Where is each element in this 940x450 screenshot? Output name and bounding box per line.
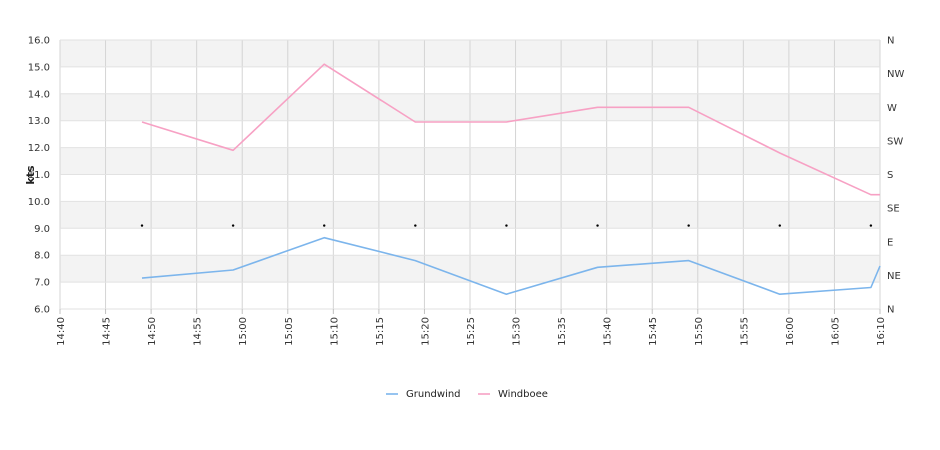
legend-label: Grundwind [406,389,461,400]
y-tick-label: 6.0 [34,305,50,316]
direction-marker [140,224,144,227]
direction-tick-label: NW [887,69,904,80]
y-tick-label: 14.0 [28,89,50,100]
x-tick-label: 15:15 [375,317,386,346]
x-tick-label: 14:40 [56,317,67,346]
direction-tick-label: SW [887,136,903,147]
y-axis-title: kts [24,165,37,185]
x-tick-label: 15:40 [603,317,614,346]
x-tick-label: 15:20 [420,317,431,346]
direction-tick-label: N [887,305,894,316]
x-tick-label: 15:30 [512,317,523,346]
direction-marker [505,224,508,227]
x-tick-label: 16:10 [876,317,887,346]
x-tick-label: 15:35 [557,317,568,346]
direction-marker [414,224,417,227]
direction-tick-label: NE [887,271,901,282]
y-tick-label: 8.0 [34,251,50,262]
x-tick-label: 15:45 [648,317,659,346]
y-axis-ticks: 6.0 7.0 8.0 9.0 10.0 11.0 12.0 13.0 14.0 15.0 16.0 [28,36,50,316]
direction-marker [869,224,873,227]
x-tick-label: 16:05 [830,317,841,346]
y-tick-label: 10.0 [28,197,50,208]
direction-tick-label: N [887,36,894,47]
direction-marker [778,224,781,227]
x-tick-label: 15:05 [284,317,295,346]
x-tick-label: 15:55 [739,317,750,346]
y-tick-label: 16.0 [28,36,50,47]
legend-label: Windboee [498,389,548,400]
series-lines [141,63,881,296]
direction-tick-label: SE [887,204,900,215]
y-tick-label: 12.0 [28,143,50,154]
y-tick-label: 11.0 [28,170,50,181]
legend-item-grundwind[interactable]: Grundwind [386,389,461,400]
direction-axis-ticks: N NE E SE S SW W NW N [887,36,904,316]
x-tick-label: 16:00 [785,317,796,346]
x-tick-label: 14:50 [147,317,158,346]
legend[interactable]: Grundwind Windboee [386,389,548,400]
y-tick-label: 15.0 [28,62,50,73]
y-tick-label: 13.0 [28,116,50,127]
x-tick-label: 14:45 [102,317,113,346]
legend-item-windboee[interactable]: Windboee [478,389,548,400]
y-tick-label: 9.0 [34,224,50,235]
direction-marker [231,224,235,227]
direction-tick-label: S [887,170,893,181]
x-tick-label: 15:00 [238,317,249,346]
direction-markers [140,224,873,227]
series-line-grundwind [141,236,881,296]
direction-marker [596,224,599,227]
direction-marker [687,224,690,227]
direction-marker [323,224,326,227]
x-tick-label: 14:55 [193,317,204,346]
series-line-windboee [141,63,880,196]
direction-tick-label: E [887,237,893,248]
x-tick-label: 15:50 [694,317,705,346]
y-tick-label: 7.0 [34,278,50,289]
x-axis-ticks: 14:40 14:45 14:50 14:55 15:00 15:05 15:10 15:15… [56,309,887,346]
x-tick-label: 15:25 [466,317,477,346]
direction-tick-label: W [887,103,897,114]
x-tick-label: 15:10 [329,317,340,346]
